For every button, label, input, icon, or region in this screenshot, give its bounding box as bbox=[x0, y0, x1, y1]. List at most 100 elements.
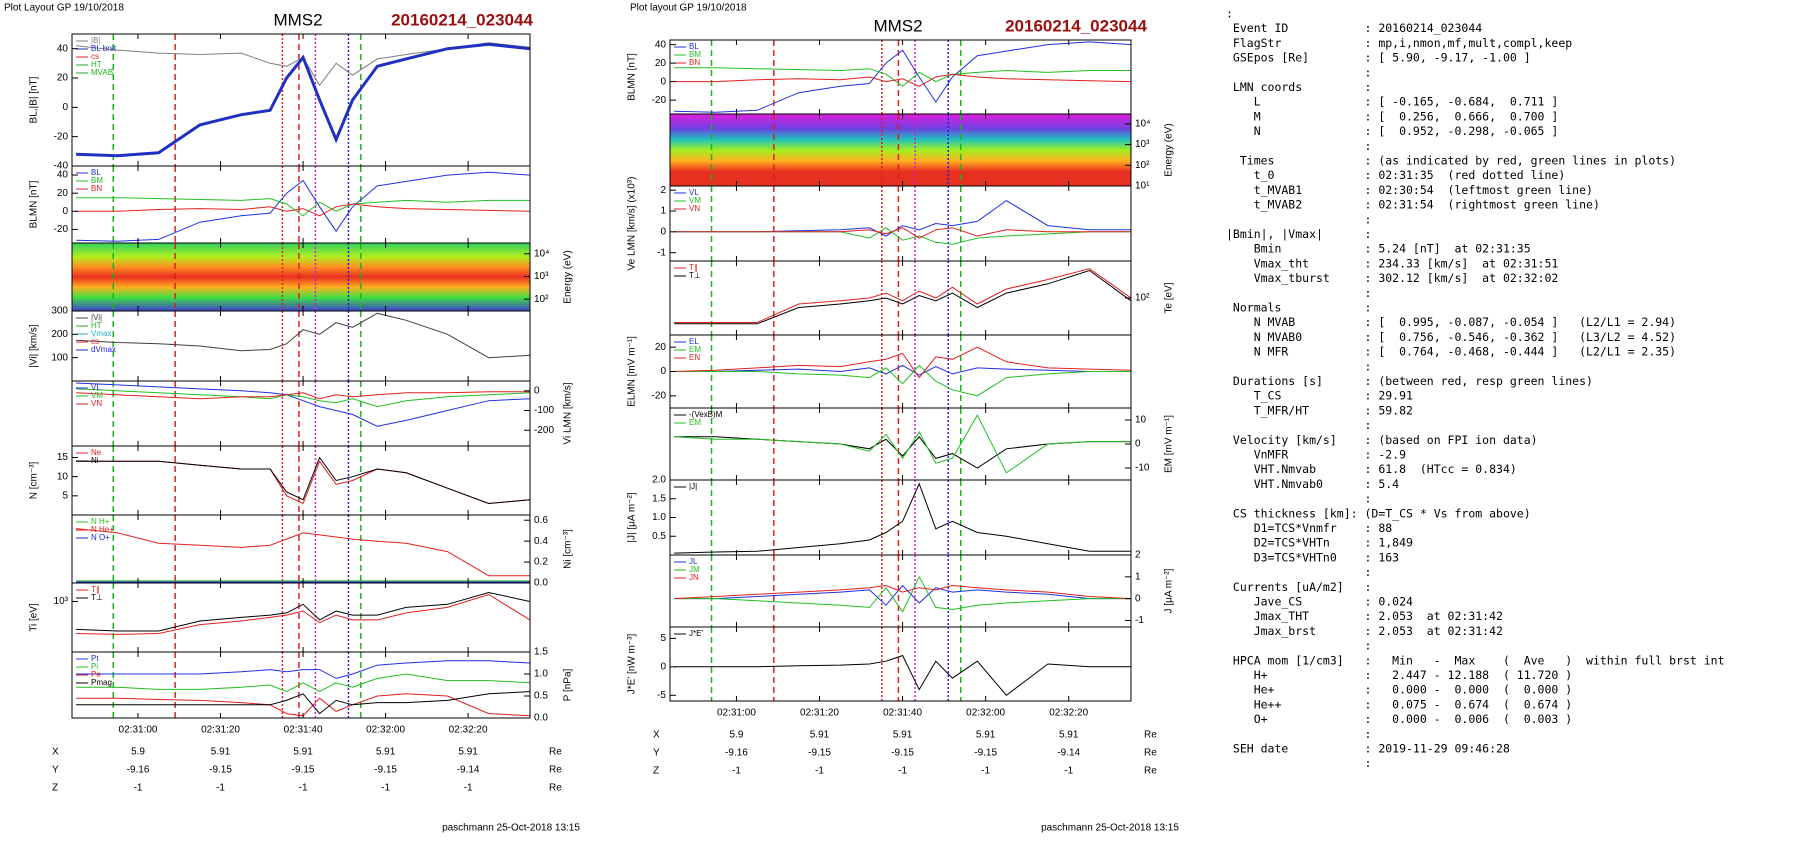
legend-label: MVAB bbox=[91, 68, 113, 77]
panel-frame bbox=[71, 445, 531, 516]
ephemeris-value: -9.14 bbox=[457, 765, 480, 776]
series-line bbox=[76, 673, 530, 693]
panel-frame bbox=[71, 165, 531, 244]
legend-label: EL bbox=[689, 337, 699, 346]
panel bbox=[674, 40, 1131, 114]
listing-line: Times : (as indicated by red, green line… bbox=[1226, 154, 1676, 168]
ephemeris-value: 5.9 bbox=[729, 730, 743, 741]
listing-line: Bmin : 5.24 [nT] at 02:31:35 bbox=[1226, 242, 1531, 256]
panel bbox=[76, 311, 530, 381]
y-tick-label: 10² bbox=[534, 294, 549, 305]
ephemeris-value: -9.15 bbox=[808, 748, 831, 759]
x-tick-label: 02:32:00 bbox=[366, 725, 405, 736]
legend-label: VM bbox=[91, 391, 103, 400]
y-tick-label: 1.0 bbox=[652, 512, 666, 523]
y-tick-label: 1 bbox=[660, 206, 666, 217]
y-axis-label: Te [eV] bbox=[1164, 282, 1175, 313]
series-line bbox=[76, 42, 530, 87]
ephemeris-value: -1 bbox=[898, 766, 907, 777]
listing-line: He++ : 0.075 - 0.674 ( 0.674 ) bbox=[1226, 697, 1572, 711]
listing-line: Velocity [km/s] : (based on FPI ion data… bbox=[1226, 433, 1538, 447]
series-line bbox=[76, 171, 530, 242]
y-tick-label: -10 bbox=[1135, 463, 1150, 474]
legend-label: VL bbox=[91, 383, 101, 392]
y-tick-label: 0.5 bbox=[534, 691, 548, 702]
y-tick-label: 0.0 bbox=[534, 578, 548, 589]
legend-label: T∥ bbox=[91, 585, 100, 594]
ephemeris-value: -9.16 bbox=[725, 748, 748, 759]
listing-line: Jmax_THT : 2.053 at 02:31:42 bbox=[1226, 609, 1503, 623]
y-tick-label: 10⁴ bbox=[1135, 119, 1150, 130]
ephemeris-value: -1 bbox=[981, 766, 990, 777]
ephemeris-unit: Re bbox=[1144, 730, 1157, 741]
x-tick-label: 02:32:20 bbox=[1049, 708, 1088, 719]
y-axis-label: EM [mV m⁻¹] bbox=[1164, 415, 1175, 473]
y-axis-label: BL,|B| [nT] bbox=[29, 76, 40, 123]
x-tick-label: 02:31:40 bbox=[284, 725, 323, 736]
legend-label: -(VexB)M bbox=[689, 410, 723, 419]
series-line bbox=[76, 391, 530, 400]
listing-line: : bbox=[1226, 212, 1371, 226]
series-line bbox=[674, 67, 1131, 87]
listing-line: : bbox=[1226, 7, 1233, 21]
ephemeris-label: Z bbox=[653, 766, 659, 777]
ephemeris-value: -9.15 bbox=[292, 765, 315, 776]
listing-line: Vmax_tht : 234.33 [km/s] at 02:31:51 bbox=[1226, 256, 1558, 270]
x-tick-label: 02:32:00 bbox=[966, 708, 1005, 719]
y-axis-label: J*E' [nW m⁻³] bbox=[627, 634, 638, 695]
y-tick-label: -20 bbox=[652, 390, 667, 401]
legend-label: JL bbox=[689, 557, 698, 566]
y-axis-label: ELMN [mV m⁻¹] bbox=[627, 336, 638, 407]
listing-line: M : [ 0.256, 0.666, 0.700 ] bbox=[1226, 109, 1558, 123]
event-listing: : Event ID : 20160214_023044 FlagStr : m… bbox=[1226, 7, 1725, 771]
y-tick-label: 40 bbox=[57, 43, 69, 54]
listing-line: CS thickness [km]: (D=T_CS * Vs from abo… bbox=[1226, 506, 1531, 520]
legend-label: BN bbox=[689, 58, 700, 67]
series-line bbox=[76, 456, 530, 505]
y-tick-label: 20 bbox=[57, 73, 69, 84]
series-line bbox=[76, 312, 530, 359]
panel bbox=[670, 114, 1131, 186]
panel-frame bbox=[71, 514, 531, 584]
series-line bbox=[674, 73, 1131, 87]
series-line bbox=[674, 575, 1131, 613]
listing-line: |Bmin|, |Vmax| : bbox=[1226, 227, 1371, 241]
x-tick-label: 02:31:00 bbox=[119, 725, 158, 736]
series-line bbox=[674, 654, 1131, 696]
panel-frame bbox=[71, 651, 531, 719]
listing-line: N : [ 0.952, -0.298, -0.065 ] bbox=[1226, 124, 1558, 138]
y-tick-label: 10 bbox=[57, 471, 69, 482]
ephemeris-value: 5.91 bbox=[211, 747, 231, 758]
y-tick-label: 1.5 bbox=[534, 647, 548, 658]
ephemeris-unit: Re bbox=[1144, 766, 1157, 777]
ephemeris-value: -1 bbox=[381, 783, 390, 794]
series-line bbox=[76, 382, 530, 427]
ephemeris-value: 5.9 bbox=[131, 747, 145, 758]
mission: MMS2 bbox=[273, 10, 322, 29]
ephemeris-value: 5.91 bbox=[376, 747, 396, 758]
x-tick-label: 02:31:00 bbox=[717, 708, 756, 719]
listing-line: N MVAB : [ 0.995, -0.087, -0.054 ] (L2/L… bbox=[1226, 315, 1676, 329]
panel-frame bbox=[669, 626, 1132, 702]
y-tick-label: 0.4 bbox=[534, 536, 548, 547]
ephemeris-value: -1 bbox=[815, 766, 824, 777]
plot-header: Plot Layout GP 19/10/2018 bbox=[4, 3, 124, 14]
series-line bbox=[76, 591, 530, 632]
y-tick-label: 10² bbox=[1135, 293, 1150, 304]
ephemeris-value: 5.91 bbox=[293, 747, 313, 758]
y-tick-label: 10³ bbox=[54, 596, 69, 607]
y-tick-label: 10³ bbox=[534, 271, 549, 282]
y-tick-label: -5 bbox=[657, 690, 666, 701]
series-line bbox=[674, 436, 1131, 469]
y-tick-label: 300 bbox=[51, 306, 68, 317]
y-tick-label: 0 bbox=[1135, 593, 1141, 604]
legend-label: Pt bbox=[91, 654, 99, 663]
panel bbox=[674, 627, 1131, 701]
y-axis-label: J [μA m⁻²] bbox=[1164, 568, 1175, 613]
panel-frame bbox=[669, 479, 1132, 556]
ephemeris-value: -9.15 bbox=[974, 748, 997, 759]
y-tick-label: 40 bbox=[655, 39, 667, 50]
y-tick-label: 10⁴ bbox=[534, 248, 549, 259]
event-id: 20160214_023044 bbox=[1005, 16, 1147, 35]
